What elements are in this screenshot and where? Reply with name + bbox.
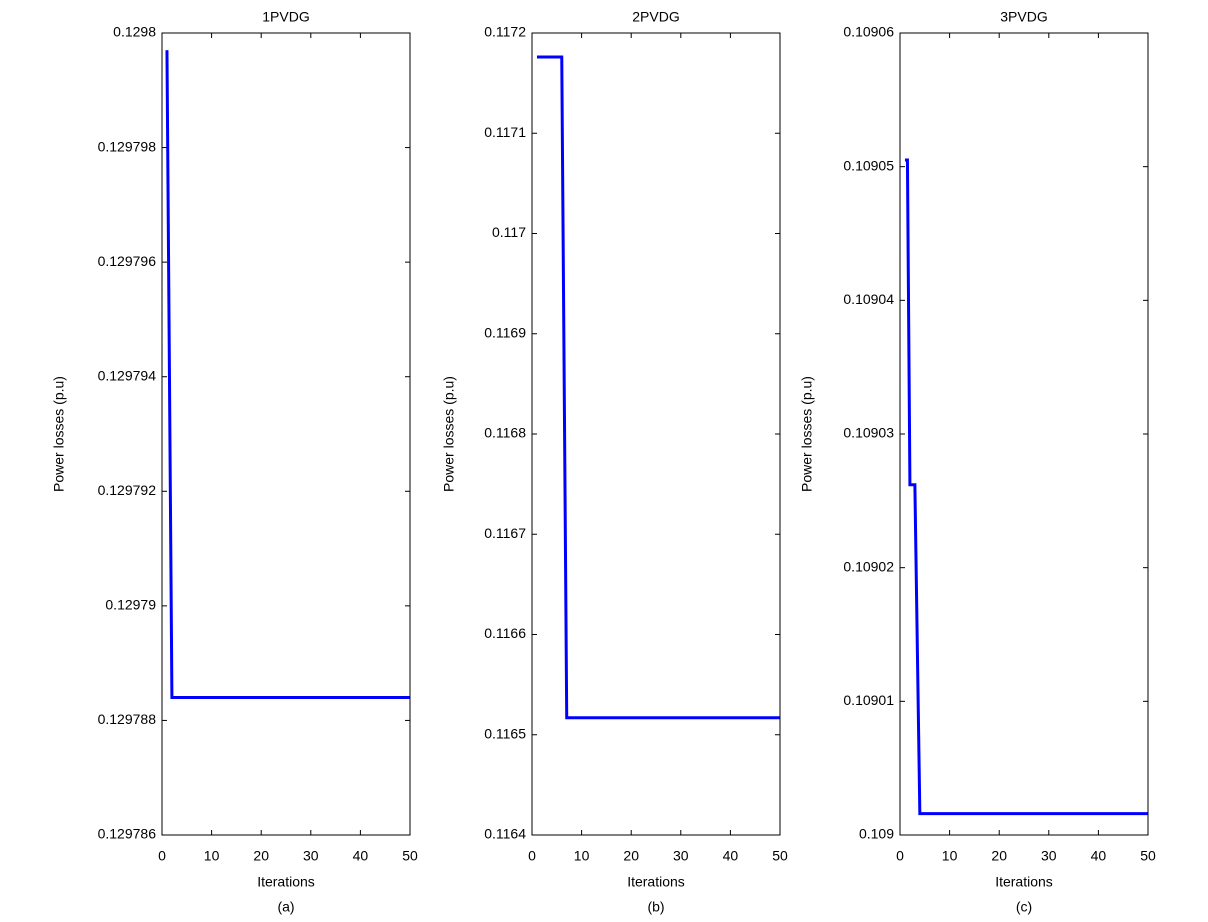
caption: (c) <box>1016 899 1032 915</box>
y-tick-label: 0.10901 <box>843 692 894 708</box>
y-axis-label: Power losses (p.u) <box>441 376 457 492</box>
plot-area <box>162 33 410 835</box>
y-axis-label: Power losses (p.u) <box>51 376 67 492</box>
y-tick-label: 0.1298 <box>113 24 156 40</box>
y-tick-label: 0.1172 <box>484 24 526 40</box>
x-tick-label: 40 <box>723 848 739 864</box>
x-tick-label: 30 <box>673 848 689 864</box>
x-tick-label: 20 <box>623 848 639 864</box>
x-tick-label: 40 <box>353 848 369 864</box>
y-tick-label: 0.129788 <box>98 711 157 727</box>
x-tick-label: 20 <box>991 848 1007 864</box>
x-tick-label: 30 <box>303 848 319 864</box>
y-tick-label: 0.129794 <box>98 367 157 383</box>
y-tick-label: 0.1169 <box>484 324 526 340</box>
y-tick-label: 0.109 <box>859 826 894 842</box>
y-tick-label: 0.129786 <box>98 826 157 842</box>
x-axis-label: Iterations <box>257 874 315 890</box>
y-tick-label: 0.129798 <box>98 138 157 154</box>
plot-area <box>532 33 780 835</box>
y-tick-label: 0.10906 <box>843 24 894 40</box>
x-tick-label: 20 <box>253 848 269 864</box>
y-tick-label: 0.1164 <box>484 826 526 842</box>
x-tick-label: 10 <box>204 848 220 864</box>
x-tick-label: 40 <box>1091 848 1107 864</box>
data-line <box>904 158 1148 816</box>
x-axis-label: Iterations <box>995 874 1053 890</box>
chart-title: 1PVDG <box>262 9 309 25</box>
axes-box <box>161 32 411 836</box>
y-tick-label: 0.1165 <box>484 725 526 741</box>
caption: (a) <box>277 899 294 915</box>
y-tick-label: 0.1168 <box>484 425 526 441</box>
y-axis-label: Power losses (p.u) <box>799 376 815 492</box>
x-axis-label: Iterations <box>627 874 685 890</box>
caption: (b) <box>647 899 664 915</box>
x-tick-label: 30 <box>1041 848 1057 864</box>
y-tick-label: 0.1167 <box>484 525 526 541</box>
x-tick-label: 0 <box>528 848 536 864</box>
y-tick-label: 0.1171 <box>484 124 526 140</box>
y-tick-label: 0.10903 <box>843 425 894 441</box>
x-tick-label: 0 <box>158 848 166 864</box>
y-tick-label: 0.129792 <box>98 482 157 498</box>
y-tick-label: 0.10904 <box>843 291 894 307</box>
chart-title: 2PVDG <box>632 9 679 25</box>
y-tick-label: 0.129796 <box>98 253 157 269</box>
chart-title: 3PVDG <box>1000 9 1047 25</box>
y-tick-label: 0.12979 <box>105 597 156 613</box>
x-tick-label: 10 <box>942 848 958 864</box>
plot-area <box>900 33 1148 835</box>
y-tick-label: 0.10902 <box>843 558 894 574</box>
x-tick-label: 50 <box>1140 848 1156 864</box>
y-tick-label: 0.10905 <box>843 157 894 173</box>
data-line <box>165 50 410 700</box>
x-tick-label: 50 <box>402 848 418 864</box>
x-tick-label: 10 <box>574 848 590 864</box>
x-tick-label: 50 <box>772 848 788 864</box>
y-tick-label: 0.117 <box>492 224 526 240</box>
data-line <box>536 55 780 720</box>
x-tick-label: 0 <box>896 848 904 864</box>
y-tick-label: 0.1166 <box>484 625 526 641</box>
